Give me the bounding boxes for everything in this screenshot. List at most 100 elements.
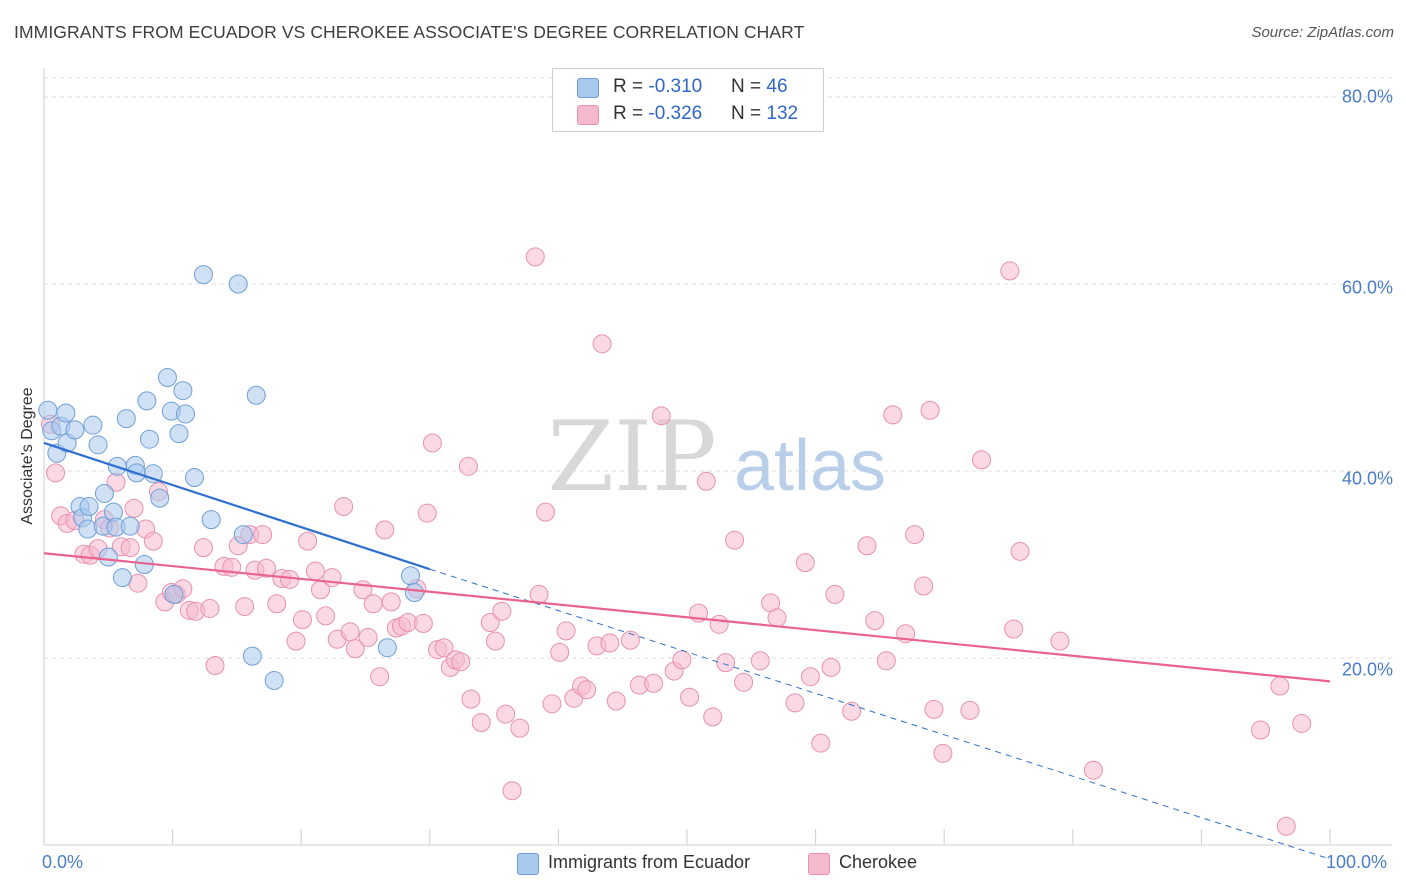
data-point bbox=[193, 265, 213, 285]
data-point bbox=[734, 672, 754, 692]
y-tick-label: 20.0% bbox=[1341, 659, 1393, 680]
bottom-legend-swatch-ecuador bbox=[517, 853, 539, 875]
data-point bbox=[78, 519, 98, 539]
y-axis-label: Associate's Degree bbox=[19, 387, 36, 525]
data-point bbox=[542, 694, 562, 714]
legend-r-value: -0.326 bbox=[648, 103, 703, 124]
legend-r-label: R = bbox=[613, 76, 649, 97]
data-point bbox=[492, 601, 512, 621]
data-point bbox=[112, 568, 132, 588]
data-point bbox=[502, 781, 522, 801]
data-point bbox=[865, 611, 885, 631]
data-point bbox=[556, 621, 576, 641]
data-point bbox=[933, 743, 953, 763]
data-point bbox=[413, 613, 433, 633]
cherokee-points bbox=[40, 247, 1312, 836]
data-point bbox=[375, 520, 395, 540]
data-point bbox=[422, 433, 442, 453]
y-tick-label: 60.0% bbox=[1341, 277, 1393, 298]
data-point bbox=[316, 606, 336, 626]
source-label: Source: ZipAtlas.com bbox=[1251, 24, 1394, 41]
data-point bbox=[811, 733, 831, 753]
data-point bbox=[725, 530, 745, 550]
data-point bbox=[924, 699, 944, 719]
data-point bbox=[205, 655, 225, 675]
data-point bbox=[164, 584, 184, 604]
data-point bbox=[200, 598, 220, 618]
data-point bbox=[150, 488, 170, 508]
data-point bbox=[38, 400, 58, 420]
data-point bbox=[143, 531, 163, 551]
data-point bbox=[883, 405, 903, 425]
data-point bbox=[716, 653, 736, 673]
watermark-zip: ZIP bbox=[547, 401, 716, 513]
data-point bbox=[169, 424, 189, 444]
cherokee-trend-line bbox=[43, 552, 1331, 683]
y-tick-label: 80.0% bbox=[1341, 86, 1393, 107]
data-point bbox=[592, 334, 612, 354]
data-point bbox=[340, 622, 360, 642]
trend-lines bbox=[43, 441, 1331, 860]
data-point bbox=[404, 583, 424, 603]
ecuador-trend-extension bbox=[429, 568, 1331, 860]
data-point bbox=[971, 450, 991, 470]
data-point bbox=[253, 525, 273, 545]
data-point bbox=[401, 566, 421, 586]
data-point bbox=[334, 497, 354, 517]
bottom-legend-ecuador: Immigrants from Ecuador bbox=[548, 852, 751, 872]
legend-n-value: 46 bbox=[766, 76, 788, 97]
data-point bbox=[644, 673, 664, 693]
data-point bbox=[305, 561, 325, 581]
watermark-atlas: atlas bbox=[734, 426, 886, 506]
data-point bbox=[56, 403, 76, 423]
legend-r-value: -0.310 bbox=[648, 76, 703, 97]
data-point bbox=[116, 409, 136, 429]
data-point bbox=[821, 657, 841, 677]
data-point bbox=[298, 531, 318, 551]
data-point bbox=[696, 471, 716, 491]
legend-swatch-cherokee bbox=[577, 105, 599, 125]
data-point bbox=[370, 667, 390, 687]
data-point bbox=[600, 633, 620, 653]
data-point bbox=[417, 503, 437, 523]
data-point bbox=[235, 597, 255, 617]
data-point bbox=[536, 502, 556, 522]
ecuador-trend-line bbox=[43, 441, 431, 571]
data-point bbox=[1004, 619, 1024, 639]
axes bbox=[43, 68, 1392, 846]
data-point bbox=[46, 463, 66, 483]
data-point bbox=[377, 638, 397, 658]
data-point bbox=[703, 707, 723, 727]
data-point bbox=[606, 691, 626, 711]
data-point bbox=[651, 406, 671, 426]
data-point bbox=[184, 468, 204, 488]
legend-n-label: N = bbox=[731, 76, 767, 97]
data-point bbox=[620, 630, 640, 650]
legend: R = -0.310 N = 46 R = -0.326 N = 132 bbox=[552, 68, 824, 132]
bottom-legend-swatch-cherokee bbox=[808, 853, 830, 875]
data-point bbox=[120, 516, 140, 536]
data-point bbox=[381, 592, 401, 612]
data-point bbox=[65, 420, 85, 440]
data-point bbox=[800, 667, 820, 687]
data-point bbox=[358, 627, 378, 647]
data-point bbox=[529, 584, 549, 604]
data-point bbox=[242, 646, 262, 666]
data-point bbox=[680, 687, 700, 707]
data-point bbox=[173, 381, 193, 401]
legend-n-value: 132 bbox=[766, 103, 799, 124]
y-tick-label: 40.0% bbox=[1341, 468, 1393, 489]
data-point bbox=[857, 536, 877, 556]
data-point bbox=[920, 400, 940, 420]
data-point bbox=[1010, 541, 1030, 561]
data-point bbox=[471, 713, 491, 733]
data-point bbox=[345, 639, 365, 659]
data-point bbox=[914, 576, 934, 596]
data-point bbox=[79, 497, 99, 517]
data-point bbox=[322, 568, 342, 588]
data-point bbox=[1292, 713, 1312, 733]
data-point bbox=[1000, 261, 1020, 281]
data-point bbox=[750, 651, 770, 671]
data-point bbox=[137, 391, 157, 411]
